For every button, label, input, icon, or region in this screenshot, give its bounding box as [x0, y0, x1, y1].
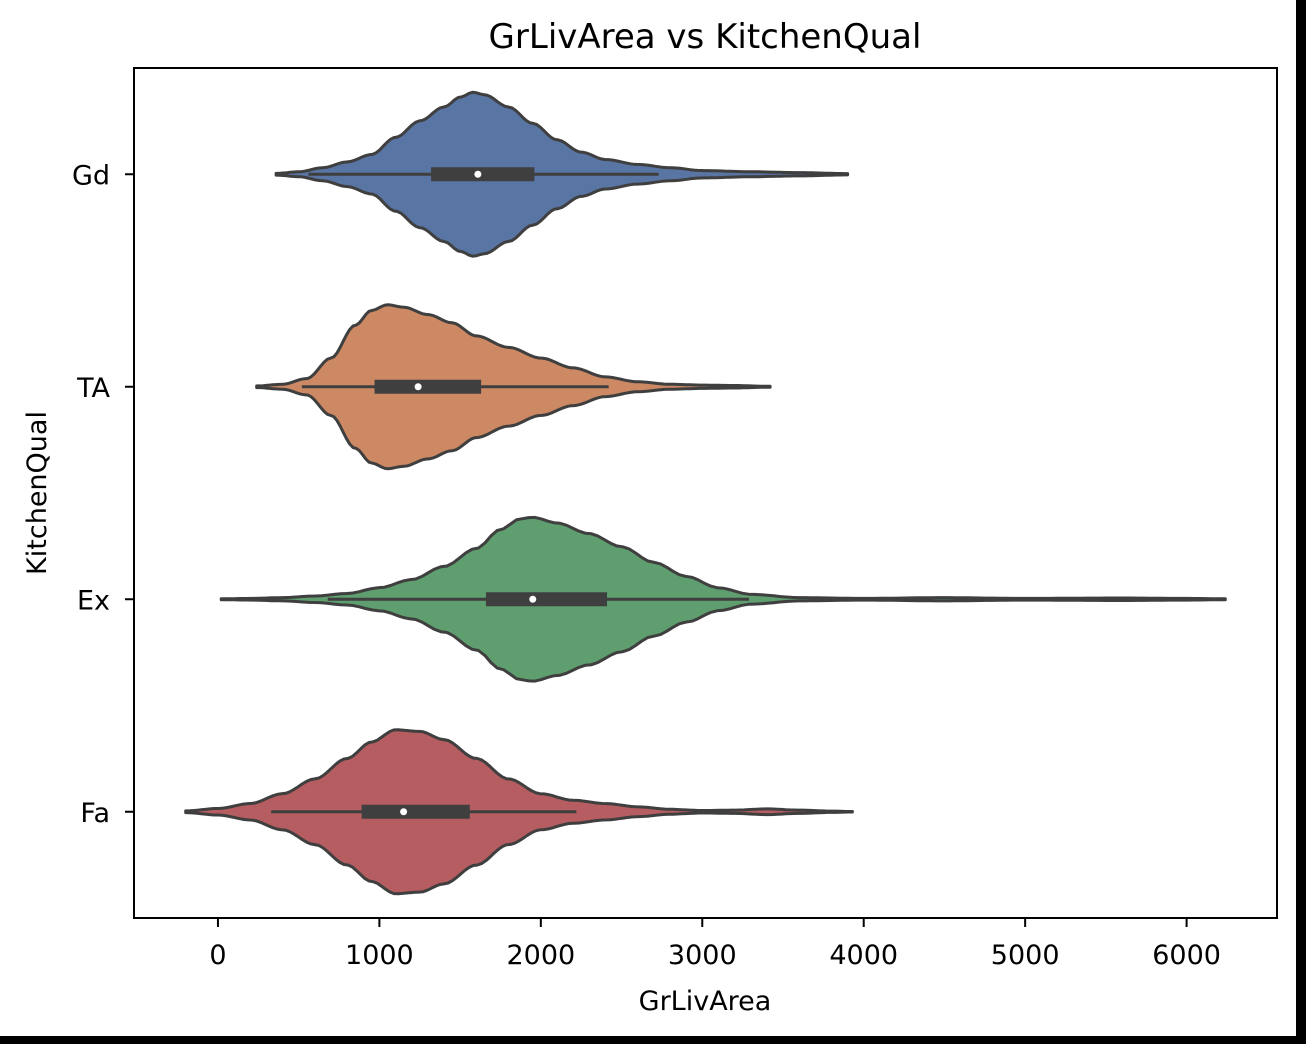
x-tick-label: 6000	[1152, 940, 1221, 971]
violin-fa	[184, 728, 854, 896]
y-axis: Gd TA Ex Fa	[72, 160, 134, 829]
median-marker	[474, 170, 482, 178]
x-tick-label: 4000	[829, 940, 898, 971]
iqr-box	[485, 592, 608, 607]
median-marker	[529, 595, 537, 603]
x-tick-label: 2000	[506, 940, 575, 971]
x-tick-label: 5000	[991, 940, 1060, 971]
violin-ta	[255, 303, 772, 471]
x-axis-label: GrLivArea	[639, 986, 772, 1017]
x-tick-label: 1000	[345, 940, 414, 971]
median-marker	[414, 383, 422, 391]
plot-frame	[133, 67, 1278, 919]
y-axis-label: KitchenQual	[22, 411, 53, 575]
violin-ex	[219, 515, 1227, 683]
x-tick-label: 0	[209, 940, 226, 971]
x-axis: 0 1000 2000 3000 4000 5000 6000	[209, 918, 1221, 971]
y-tick-label: Fa	[80, 798, 110, 829]
x-tick-label: 3000	[668, 940, 737, 971]
violin-gd	[274, 90, 850, 258]
iqr-box	[431, 167, 535, 182]
violins-layer	[184, 90, 1227, 896]
iqr-box	[361, 804, 470, 819]
y-tick-label: TA	[76, 373, 110, 404]
chart-title: GrLivArea vs KitchenQual	[489, 17, 922, 57]
y-tick-label: Ex	[77, 585, 110, 616]
iqr-box	[374, 379, 482, 394]
median-marker	[400, 808, 408, 816]
y-tick-label: Gd	[72, 160, 110, 191]
